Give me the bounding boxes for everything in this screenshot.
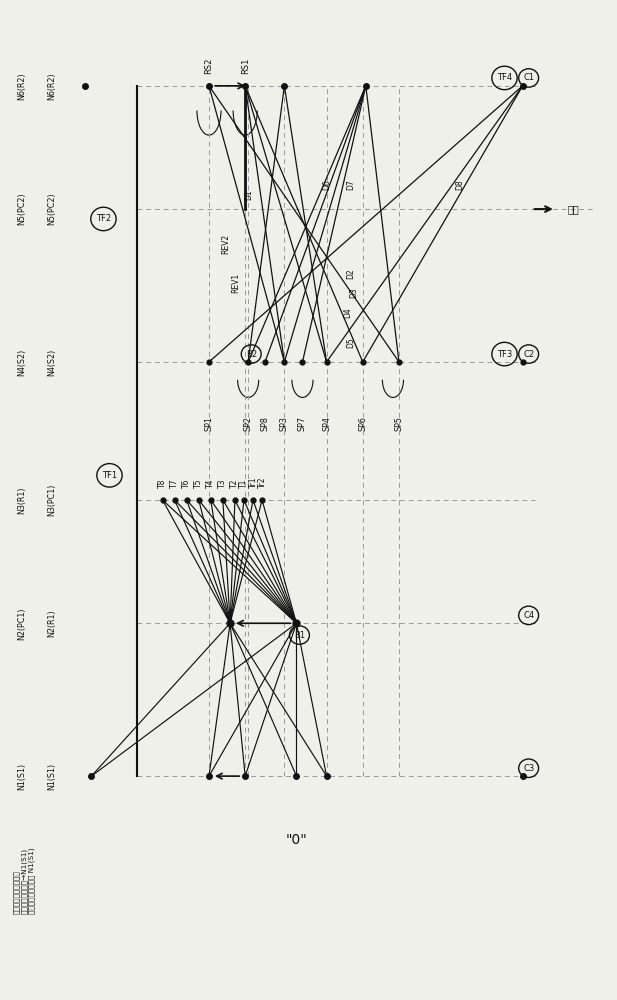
Text: TF2: TF2	[96, 214, 111, 223]
Text: C3: C3	[523, 764, 534, 773]
Text: Tr1: Tr1	[249, 477, 257, 488]
Text: T4: T4	[206, 479, 215, 488]
Text: N6(R2): N6(R2)	[17, 72, 27, 100]
Text: N3(PC1): N3(PC1)	[48, 484, 57, 516]
Text: D1: D1	[244, 189, 254, 200]
Text: N4(S2): N4(S2)	[17, 348, 27, 376]
Text: Tr2: Tr2	[257, 477, 267, 488]
Text: SP7: SP7	[298, 416, 307, 431]
Text: TF1: TF1	[102, 471, 117, 480]
Text: T1: T1	[239, 479, 249, 488]
Text: TF3: TF3	[497, 350, 512, 359]
Text: N1(S1): N1(S1)	[17, 763, 27, 790]
Text: N1(S1): N1(S1)	[48, 763, 57, 790]
Text: T3: T3	[218, 479, 227, 488]
Text: B1: B1	[294, 631, 305, 640]
Text: N4(S2): N4(S2)	[48, 348, 57, 376]
Text: D4: D4	[343, 307, 352, 318]
Text: TF4: TF4	[497, 73, 512, 82]
Text: C4: C4	[523, 611, 534, 620]
Text: N3(R1): N3(R1)	[17, 486, 27, 514]
Text: D5: D5	[346, 337, 355, 348]
Text: SP5: SP5	[394, 416, 404, 431]
Text: C2: C2	[523, 350, 534, 359]
Text: T7: T7	[170, 479, 179, 488]
Text: REV2: REV2	[222, 234, 230, 254]
Text: N5(PC2): N5(PC2)	[48, 193, 57, 225]
Text: 第一、第二、第三和第
四示例性实施方案→N1(S1)
第五示例性实施方案 N1(S1): 第一、第二、第三和第 四示例性实施方案→N1(S1) 第五示例性实施方案 N1(…	[13, 848, 35, 914]
Text: C1: C1	[523, 73, 534, 82]
Text: N6(R2): N6(R2)	[48, 72, 57, 100]
Text: N5(PC2): N5(PC2)	[17, 193, 27, 225]
Text: N2(PC1): N2(PC1)	[17, 607, 27, 640]
Text: 输出: 输出	[568, 204, 579, 214]
Text: B2: B2	[246, 350, 257, 359]
Text: T2: T2	[230, 479, 239, 488]
Text: D2: D2	[346, 268, 355, 279]
Text: T6: T6	[182, 479, 191, 488]
Text: SP1: SP1	[204, 416, 213, 431]
Text: "0": "0"	[286, 833, 307, 847]
Text: D3: D3	[349, 288, 358, 298]
Text: RS1: RS1	[241, 58, 250, 74]
Text: SP8: SP8	[260, 416, 270, 431]
Text: REV1: REV1	[231, 273, 241, 293]
Text: SP3: SP3	[280, 416, 289, 431]
Text: D8: D8	[455, 179, 464, 190]
Text: SP4: SP4	[322, 416, 331, 431]
Text: D6: D6	[322, 179, 331, 190]
Text: T5: T5	[194, 479, 203, 488]
Text: RS2: RS2	[204, 58, 213, 74]
Text: D7: D7	[346, 179, 355, 190]
Text: N2(R1): N2(R1)	[48, 609, 57, 637]
Text: T8: T8	[158, 479, 167, 488]
Text: SP6: SP6	[358, 416, 367, 431]
Text: SP2: SP2	[244, 416, 253, 431]
